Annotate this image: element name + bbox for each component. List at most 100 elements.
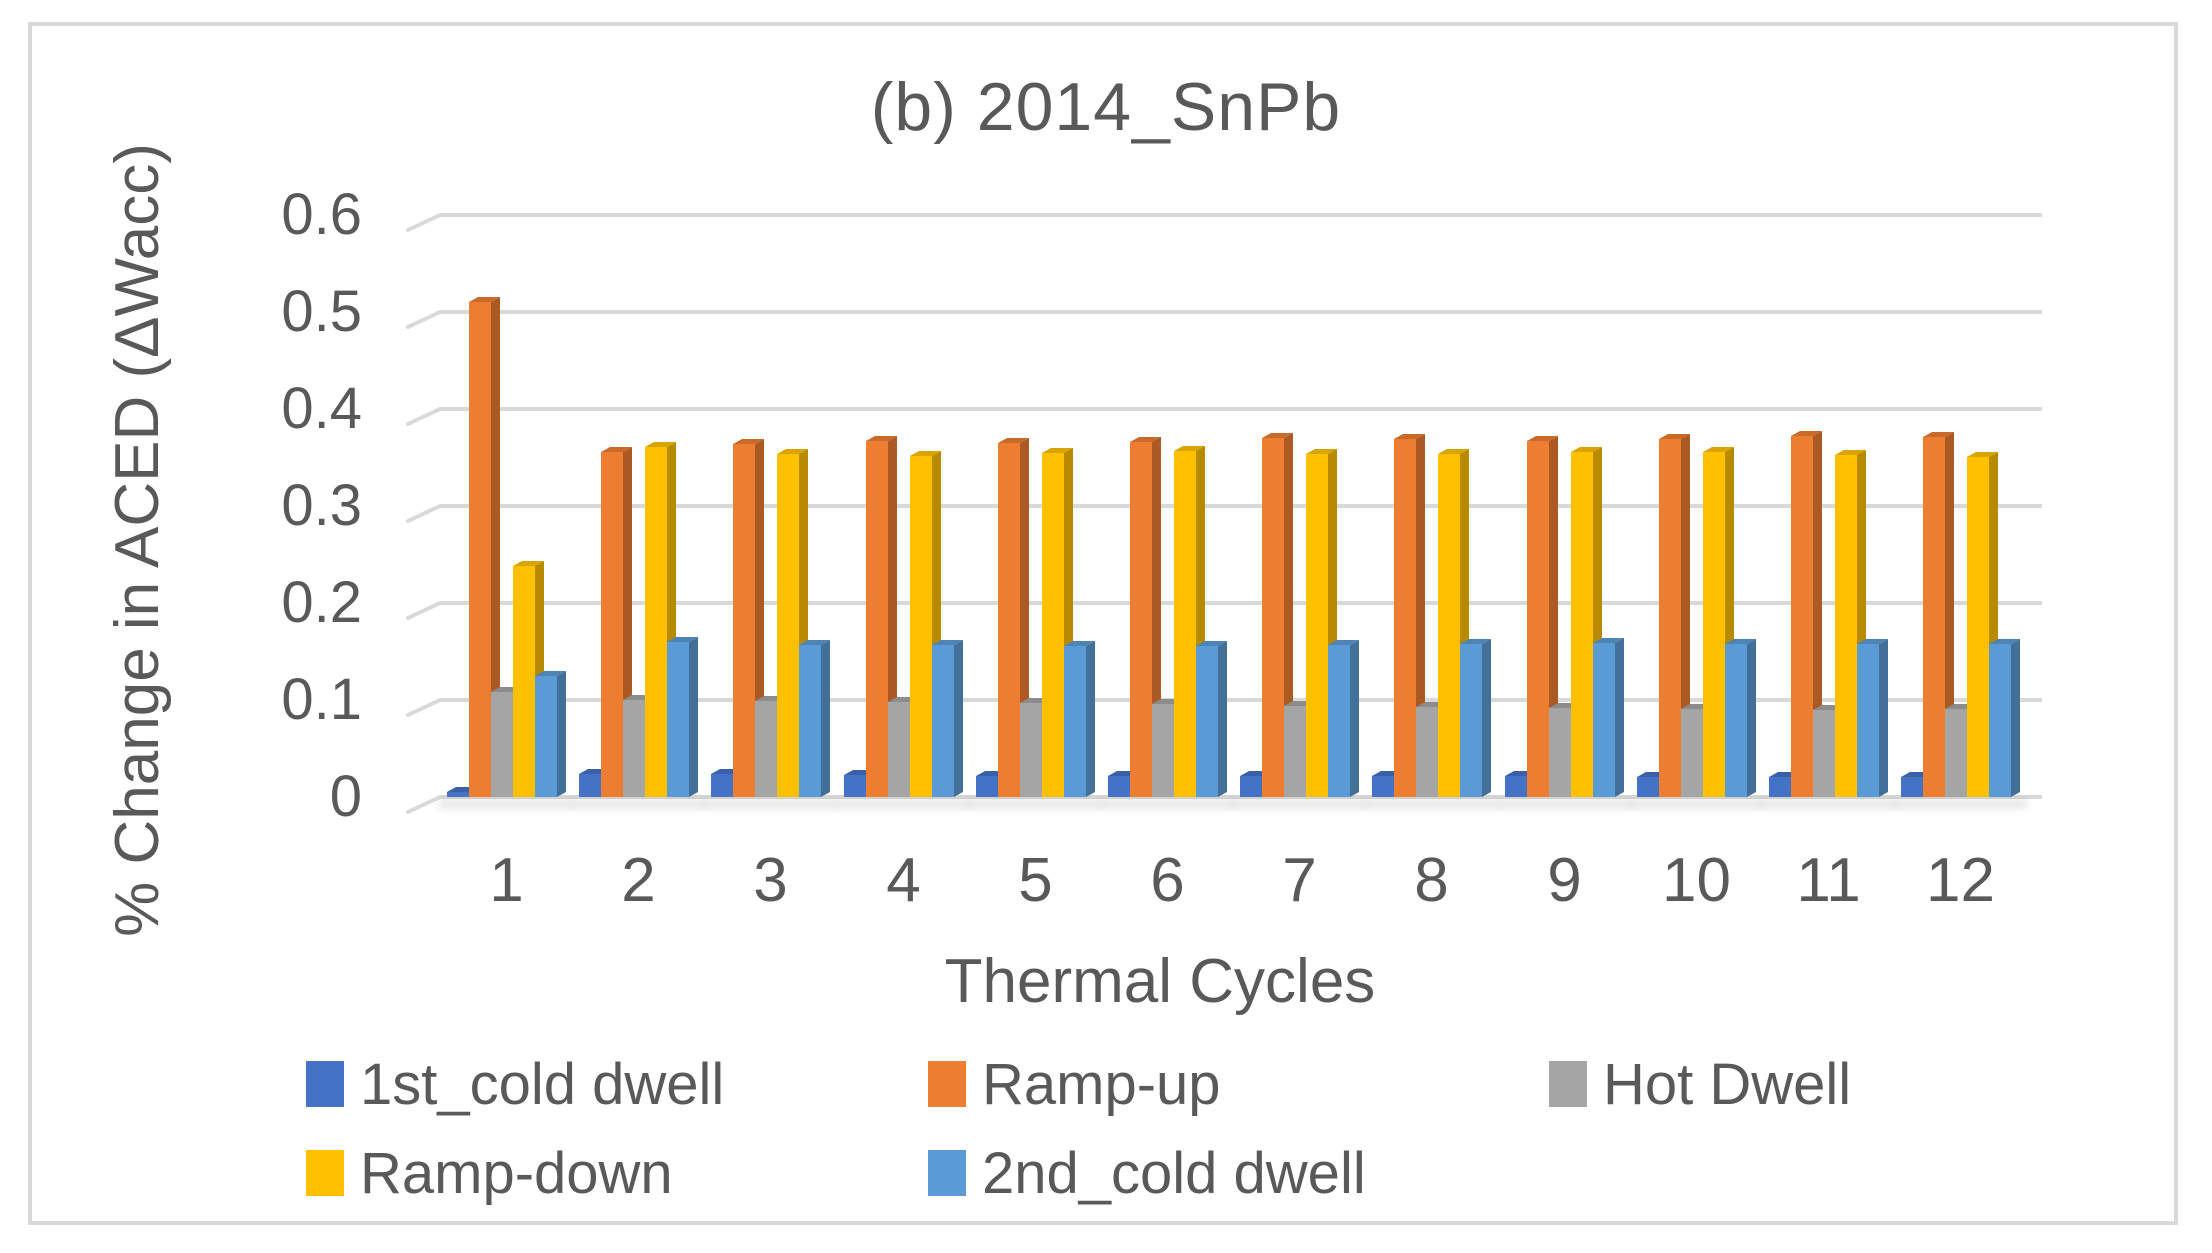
bar-shadow xyxy=(968,799,1102,809)
bar-2nd-cold-dwell-cycle-10 xyxy=(1725,639,1756,797)
bar-shadow xyxy=(1100,799,1234,809)
bar-top-face xyxy=(1703,447,1734,452)
chart-title: (b) 2014_SnPb xyxy=(870,69,1342,145)
bar-shadow xyxy=(1893,799,2027,809)
y-tick-label: 0.3 xyxy=(281,473,362,538)
bar-front-face xyxy=(1372,776,1394,797)
bar-front-face xyxy=(1681,709,1703,797)
bar-2nd-cold-dwell-cycle-11 xyxy=(1857,639,1888,797)
bar-front-face xyxy=(1703,452,1725,797)
bar-top-face xyxy=(1593,638,1624,643)
x-tick-label: 6 xyxy=(1150,846,1185,915)
y-tick-label: 0.4 xyxy=(281,376,362,441)
bar-ramp-up-cycle-11 xyxy=(1791,431,1822,797)
bar-front-face xyxy=(1438,454,1460,797)
bar-top-face xyxy=(1791,431,1822,436)
x-tick-label: 11 xyxy=(1796,846,1861,915)
bar-2nd-cold-dwell-cycle-7 xyxy=(1328,640,1359,797)
legend-label: Ramp-down xyxy=(360,1140,673,1206)
bar-top-face xyxy=(1064,641,1095,646)
bar-front-face xyxy=(1196,646,1218,797)
bar-front-face xyxy=(755,701,777,797)
bar-front-face xyxy=(1174,451,1196,797)
bar-shadow xyxy=(1629,799,1763,809)
bar-top-face xyxy=(601,447,632,452)
bar-side-face xyxy=(491,297,500,797)
bar-top-face xyxy=(535,671,566,676)
bar-side-face xyxy=(1747,639,1756,797)
x-tick-label: 5 xyxy=(1018,846,1053,915)
bar-front-face xyxy=(667,642,689,797)
bar-front-face xyxy=(733,444,755,797)
bar-front-face xyxy=(777,454,799,797)
bar-side-face xyxy=(1615,638,1624,797)
y-gridline-foot xyxy=(406,407,442,426)
bar-front-face xyxy=(1791,436,1813,797)
bar-side-face xyxy=(1350,640,1359,797)
bar-top-face xyxy=(1967,452,1998,457)
y-tick-label: 0.5 xyxy=(281,279,362,344)
bar-shadow xyxy=(571,799,705,809)
y-gridline-foot xyxy=(406,213,442,232)
bar-shadow xyxy=(1364,799,1498,809)
x-tick-label: 9 xyxy=(1547,846,1582,915)
bar-side-face xyxy=(1879,639,1888,797)
legend-item-ramp-down: Ramp-down xyxy=(306,1140,673,1206)
bar-front-face xyxy=(1637,777,1659,797)
bar-front-face xyxy=(1262,438,1284,797)
bar-2nd-cold-dwell-cycle-6 xyxy=(1196,641,1227,797)
bar-front-face xyxy=(1967,457,1989,797)
bar-front-face xyxy=(799,645,821,797)
bar-top-face xyxy=(1857,639,1888,644)
bar-front-face xyxy=(932,645,954,797)
bar-top-face xyxy=(469,297,500,302)
bar-top-face xyxy=(1725,639,1756,644)
bar-2nd-cold-dwell-cycle-9 xyxy=(1593,638,1624,797)
bar-front-face xyxy=(1945,709,1967,797)
bar-front-face xyxy=(888,702,910,797)
bar-front-face xyxy=(910,456,932,797)
legend-label: Ramp-up xyxy=(982,1051,1221,1117)
bar-2nd-cold-dwell-cycle-5 xyxy=(1064,641,1095,797)
bar-front-face xyxy=(447,792,469,797)
bar-top-face xyxy=(1130,437,1161,442)
bar-2nd-cold-dwell-cycle-1 xyxy=(535,671,566,797)
bar-front-face xyxy=(1460,644,1482,797)
bar-shadow xyxy=(703,799,837,809)
bar-front-face xyxy=(1989,644,2011,797)
bar-front-face xyxy=(1240,776,1262,797)
bar-front-face xyxy=(1130,442,1152,797)
bar-2nd-cold-dwell-cycle-3 xyxy=(799,640,830,797)
bar-side-face xyxy=(689,637,698,797)
legend-swatch xyxy=(1549,1061,1587,1107)
bar-front-face xyxy=(491,692,513,797)
legend-label: 1st_cold dwell xyxy=(360,1051,725,1117)
bar-top-face xyxy=(1042,448,1073,453)
bar-top-face xyxy=(1306,449,1337,454)
bar-side-face xyxy=(821,640,830,797)
bar-front-face xyxy=(1923,437,1945,797)
y-gridline-foot xyxy=(406,310,442,329)
bar-front-face xyxy=(1152,704,1174,797)
bar-2nd-cold-dwell-cycle-2 xyxy=(667,637,698,797)
bar-top-face xyxy=(1989,639,2020,644)
bar-front-face xyxy=(998,443,1020,797)
bar-2nd-cold-dwell-cycle-12 xyxy=(1989,639,2020,797)
bar-side-face xyxy=(1813,431,1822,797)
x-tick-label: 12 xyxy=(1926,846,1995,915)
bar-front-face xyxy=(601,452,623,797)
bar-top-face xyxy=(1659,434,1690,439)
bar-front-face xyxy=(976,776,998,797)
bar-side-face xyxy=(557,671,566,797)
bar-2nd-cold-dwell-cycle-4 xyxy=(932,640,963,797)
bar-top-face xyxy=(1438,449,1469,454)
bar-top-face xyxy=(998,438,1029,443)
bar-top-face xyxy=(1571,447,1602,452)
bar-side-face xyxy=(1218,641,1227,797)
bar-front-face xyxy=(1901,777,1923,797)
bar-top-face xyxy=(733,439,764,444)
bar-top-face xyxy=(1394,434,1425,439)
legend-swatch xyxy=(306,1150,344,1196)
x-tick-label: 2 xyxy=(621,846,656,915)
